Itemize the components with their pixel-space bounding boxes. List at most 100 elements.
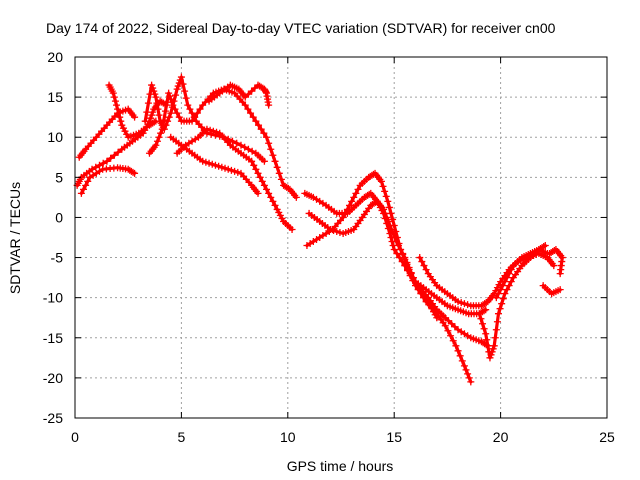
data-point-marker: [496, 305, 504, 313]
data-point-marker: [248, 157, 256, 165]
x-tick-label: 25: [599, 429, 615, 445]
data-point-marker: [284, 184, 292, 192]
data-point-marker: [457, 299, 465, 307]
data-point-marker: [252, 117, 260, 125]
data-point-marker: [257, 125, 265, 133]
data-point-marker: [244, 90, 252, 98]
data-point-marker: [80, 185, 88, 193]
data-point-marker: [409, 277, 417, 285]
data-point-marker: [265, 101, 273, 109]
data-point-marker: [271, 201, 279, 209]
data-point-marker: [389, 215, 397, 223]
data-point-marker: [228, 137, 236, 145]
data-point-marker: [550, 247, 558, 255]
data-point-marker: [175, 79, 183, 87]
data-point-marker: [117, 117, 125, 125]
y-tick-label: -10: [43, 290, 63, 306]
data-point-marker: [152, 93, 160, 101]
data-point-marker: [411, 282, 419, 290]
data-point-marker: [394, 242, 402, 250]
data-point-marker: [499, 282, 507, 290]
data-point-marker: [401, 254, 409, 262]
data-point-marker: [556, 286, 564, 294]
data-point-marker: [151, 90, 159, 98]
data-point-marker: [490, 342, 498, 350]
data-point-marker: [155, 111, 163, 119]
data-point-marker: [480, 325, 488, 333]
data-point-marker: [384, 217, 392, 225]
data-point-marker: [384, 197, 392, 205]
data-point-marker: [148, 111, 156, 119]
data-point-marker: [495, 281, 503, 289]
data-point-marker: [381, 187, 389, 195]
data-point-marker: [265, 139, 273, 147]
data-point-marker: [263, 133, 271, 141]
x-tick-label: 20: [493, 429, 509, 445]
data-point-marker: [449, 337, 457, 345]
data-point-marker: [447, 332, 455, 340]
data-point-marker: [288, 225, 296, 233]
data-point-marker: [158, 125, 166, 133]
data-point-marker: [454, 298, 462, 306]
y-tick-label: 0: [55, 209, 63, 225]
data-point-marker: [144, 99, 152, 107]
data-point-marker: [150, 118, 158, 126]
series-sat-k: [303, 169, 492, 350]
data-point-marker: [116, 113, 124, 121]
data-point-marker: [482, 330, 490, 338]
data-point-marker: [385, 203, 393, 211]
data-point-marker: [184, 101, 192, 109]
data-point-marker: [464, 370, 472, 378]
data-point-marker: [260, 129, 268, 137]
data-point-marker: [131, 169, 139, 177]
data-point-marker: [110, 151, 118, 159]
chart-title: Day 174 of 2022, Sidereal Day-to-day VTE…: [46, 20, 556, 36]
data-point-marker: [458, 357, 466, 365]
series-sat-c: [105, 81, 160, 141]
data-point-marker: [350, 193, 358, 201]
data-point-marker: [193, 109, 201, 117]
data-point-marker: [494, 310, 502, 318]
data-point-marker: [241, 143, 249, 151]
data-point-marker: [354, 185, 362, 193]
data-point-marker: [77, 189, 85, 197]
data-point-marker: [486, 354, 494, 362]
data-point-marker: [112, 101, 120, 109]
y-tick-label: -15: [43, 330, 63, 346]
data-point-marker: [84, 177, 92, 185]
series-line: [305, 171, 490, 348]
data-point-marker: [166, 92, 174, 100]
data-point-marker: [209, 127, 217, 135]
data-point-marker: [171, 105, 179, 113]
data-point-marker: [205, 159, 213, 167]
data-point-marker: [416, 254, 424, 262]
data-point-marker: [247, 109, 255, 117]
data-point-marker: [377, 177, 385, 185]
data-point-marker: [157, 129, 165, 137]
y-tick-label: -20: [43, 370, 63, 386]
y-tick-label: 15: [47, 89, 63, 105]
data-point-marker: [254, 169, 262, 177]
data-point-marker: [118, 121, 126, 129]
data-point-marker: [452, 342, 460, 350]
data-point-marker: [346, 201, 354, 209]
data-point-marker: [477, 315, 485, 323]
data-point-marker: [278, 214, 286, 222]
data-point-marker: [501, 290, 509, 298]
data-point-marker: [494, 290, 502, 298]
data-point-marker: [419, 294, 427, 302]
data-point-marker: [181, 87, 189, 95]
data-point-marker: [244, 145, 252, 153]
data-point-marker: [464, 301, 472, 309]
data-point-marker: [199, 157, 207, 165]
data-point-marker: [119, 124, 127, 132]
data-point-marker: [343, 205, 351, 213]
series-sat-r: [539, 282, 564, 298]
data-point-marker: [499, 295, 507, 303]
series-sat-l: [305, 197, 441, 322]
data-point-marker: [114, 105, 122, 113]
data-point-marker: [213, 128, 221, 136]
data-point-marker: [149, 84, 157, 92]
series-sat-h: [167, 133, 262, 197]
data-point-marker: [248, 147, 256, 155]
